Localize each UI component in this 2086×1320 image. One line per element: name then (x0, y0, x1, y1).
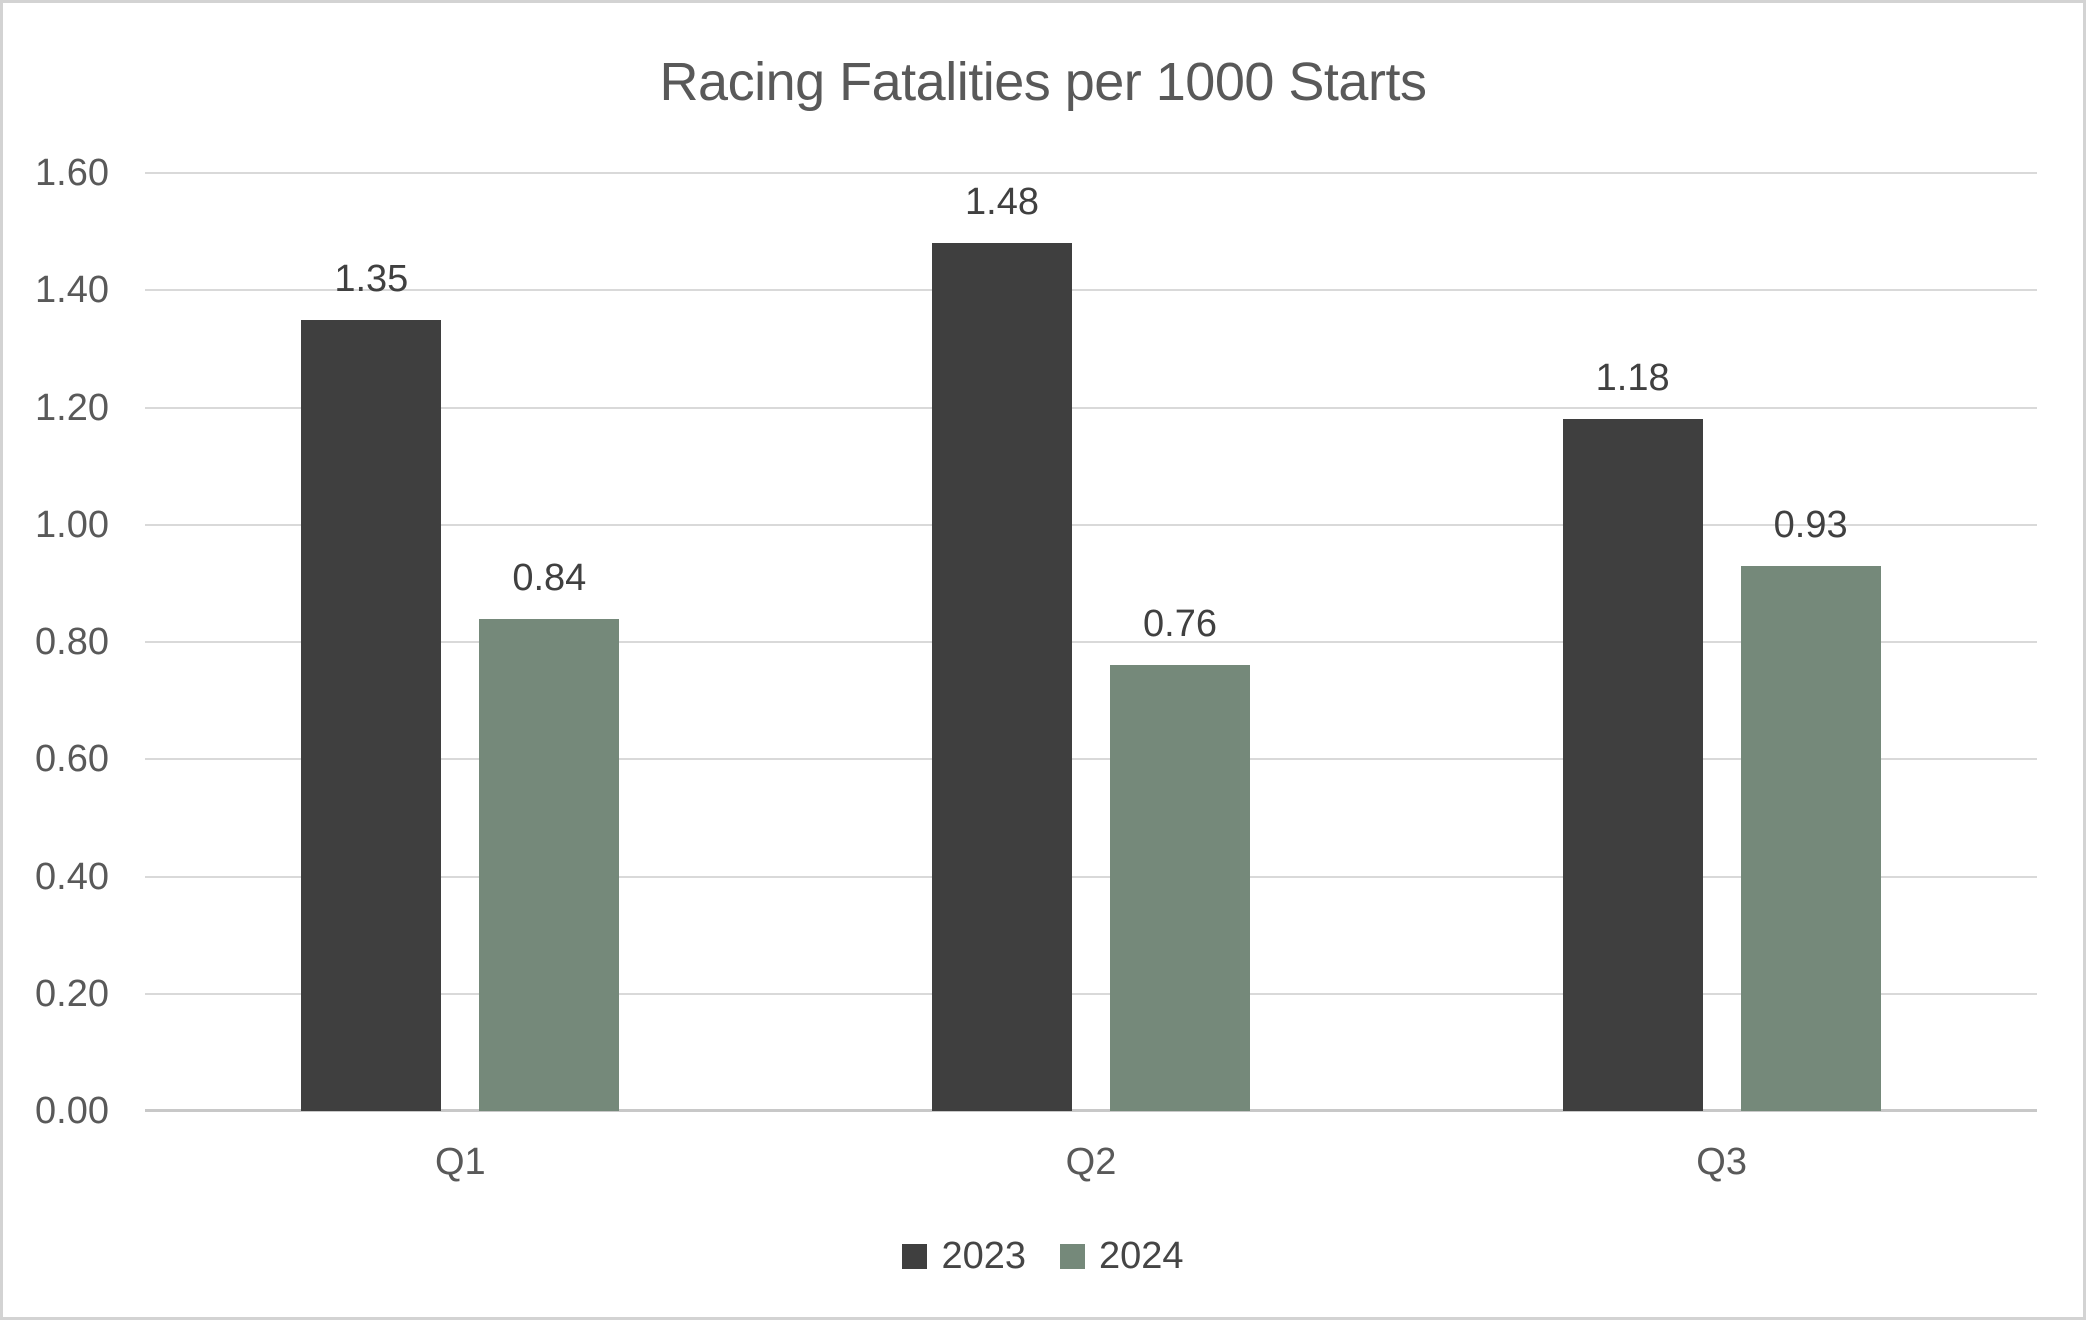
legend-swatch-2023 (902, 1243, 928, 1269)
y-tick-label: 1.00 (35, 503, 109, 546)
gridline (145, 992, 2037, 995)
y-tick-label: 1.20 (35, 386, 109, 429)
bar-2024-Q1 (479, 618, 620, 1111)
y-tick-label: 1.60 (35, 152, 109, 194)
y-tick-label: 0.20 (35, 972, 109, 1015)
legend-item-2023: 2023 (902, 1237, 1026, 1275)
gridline (145, 523, 2037, 526)
bar-value-label: 0.84 (512, 556, 587, 599)
plot-area: 1.35 0.84 1.48 0.76 1.18 0.93 (145, 172, 2037, 1112)
bar-2024-Q2 (1110, 665, 1250, 1111)
legend-swatch-2024 (1060, 1243, 1085, 1269)
legend: 2023 2024 (3, 1237, 2083, 1275)
bar-2023-Q2 (932, 243, 1072, 1111)
y-tick-label: 0.60 (35, 738, 109, 781)
bar-value-label: 1.48 (965, 181, 1039, 224)
gridline (145, 641, 2037, 643)
bar-2023-Q3 (1562, 419, 1703, 1111)
gridline (145, 172, 2037, 174)
x-tick-label-Q3: Q3 (1696, 1141, 1747, 1183)
chart-title: Racing Fatalities per 1000 Starts (659, 52, 1427, 112)
gridline (145, 875, 2037, 878)
legend-item-2024: 2024 (1060, 1237, 1184, 1275)
x-axis-line (145, 1109, 2037, 1112)
y-tick-label: 0.00 (35, 1090, 109, 1132)
x-tick-label-Q1: Q1 (434, 1141, 486, 1183)
bar-2023-Q1 (301, 319, 442, 1111)
bar-value-label: 1.18 (1595, 357, 1670, 400)
gridline (145, 758, 2037, 761)
bar-value-label: 0.93 (1773, 503, 1848, 546)
legend-label: 2023 (941, 1235, 1026, 1277)
y-tick-label: 0.40 (35, 855, 109, 898)
gridline (145, 289, 2037, 292)
y-tick-label: 1.40 (35, 269, 109, 312)
bar-value-label: 1.35 (334, 257, 409, 300)
gridline (145, 406, 2037, 409)
legend-label: 2024 (1099, 1235, 1184, 1277)
bar-value-label: 0.76 (1143, 603, 1217, 646)
y-tick-label: 0.80 (35, 621, 109, 663)
bar-2024-Q3 (1740, 565, 1881, 1111)
x-tick-label-Q2: Q2 (1065, 1141, 1117, 1183)
